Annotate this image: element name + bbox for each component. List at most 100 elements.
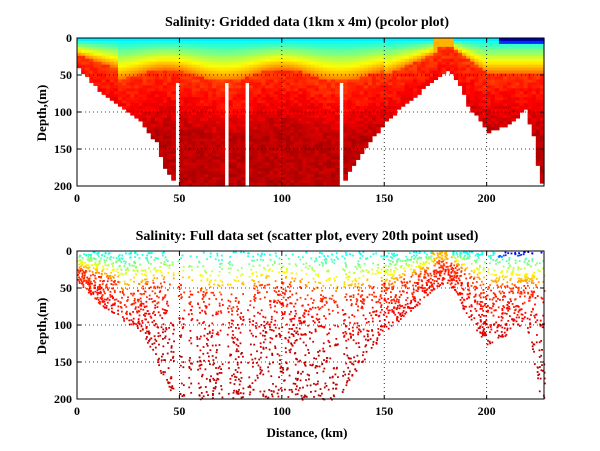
grid-cell (503, 91, 508, 95)
scatter-point (494, 259, 497, 262)
scatter-point (481, 253, 484, 256)
grid-cell (302, 162, 308, 166)
grid-cell (236, 156, 242, 160)
grid-cell (343, 38, 348, 42)
scatter-point (189, 329, 192, 332)
scatter-point (317, 354, 320, 357)
grid-cell (134, 100, 140, 104)
grid-cell (519, 79, 525, 83)
grid-cell (531, 82, 537, 86)
scatter-point (320, 325, 323, 328)
grid-cell (85, 43, 90, 48)
scatter-point (432, 260, 435, 263)
grid-cell (318, 177, 324, 181)
grid-cell (478, 106, 484, 110)
grid-cell (281, 144, 287, 149)
grid-cell (310, 114, 316, 119)
grid-cell (277, 82, 283, 86)
grid-cell (154, 106, 160, 110)
grid-cell (261, 132, 267, 137)
grid-cell (163, 138, 168, 143)
grid-cell (154, 138, 160, 143)
grid-cell (519, 43, 525, 48)
grid-cell (290, 58, 295, 63)
scatter-point (489, 262, 491, 265)
scatter-point (440, 266, 442, 269)
grid-cell (220, 183, 226, 187)
scatter-point (107, 308, 110, 311)
grid-cell (535, 58, 541, 63)
grid-cell (400, 100, 406, 104)
grid-cell (355, 55, 361, 60)
grid-cell (318, 141, 324, 146)
grid-cell (384, 73, 389, 78)
grid-cell (453, 49, 459, 54)
scatter-point (355, 303, 358, 306)
grid-cell (236, 120, 242, 125)
grid-cell (109, 52, 115, 57)
grid-cell (302, 52, 308, 57)
grid-cell (343, 114, 348, 119)
grid-cell (122, 85, 127, 89)
grid-cell (208, 174, 213, 178)
scatter-point (425, 257, 428, 260)
grid-cell (138, 46, 144, 51)
y-tick-label: 100 (54, 105, 72, 119)
grid-cell (109, 79, 115, 83)
grid-cell (470, 82, 475, 86)
grid-cell (429, 73, 434, 78)
grid-cell (408, 46, 414, 51)
grid-cell (273, 94, 279, 98)
grid-cell (318, 159, 324, 163)
scatter-point (94, 263, 96, 266)
scatter-point (464, 269, 466, 272)
grid-cell (216, 103, 221, 107)
grid-cell (343, 156, 348, 160)
grid-cell (191, 117, 197, 122)
scatter-point (430, 289, 433, 292)
grid-cell (363, 103, 369, 107)
grid-cell (183, 97, 189, 101)
grid-cell (158, 85, 164, 89)
scatter-point (410, 307, 413, 309)
grid-cell (126, 61, 131, 66)
grid-cell (314, 49, 320, 54)
grid-cell (339, 58, 344, 63)
grid-cell (449, 38, 455, 42)
grid-cell (503, 112, 508, 116)
grid-cell (482, 38, 488, 42)
grid-cell (503, 114, 508, 119)
grid-cell (326, 138, 332, 143)
grid-cell (117, 82, 123, 86)
grid-cell (154, 97, 160, 101)
scatter-point (397, 299, 400, 301)
grid-cell (212, 55, 217, 60)
scatter-point (391, 310, 394, 313)
grid-cell (244, 55, 250, 60)
grid-cell (330, 109, 336, 113)
grid-cell (203, 46, 209, 51)
grid-cell (277, 49, 283, 54)
grid-cell (457, 76, 463, 81)
grid-cell (417, 49, 422, 54)
grid-cell (359, 82, 365, 86)
scatter-point (204, 270, 207, 273)
scatter-point (264, 338, 267, 341)
grid-cell (322, 183, 328, 187)
scatter-point (212, 377, 215, 380)
grid-cell (81, 61, 86, 66)
grid-cell (531, 67, 537, 72)
grid-cell (175, 58, 181, 63)
grid-cell (290, 174, 295, 178)
grid-cell (441, 61, 447, 66)
scatter-point (259, 366, 262, 369)
scatter-point (316, 313, 319, 316)
grid-cell (482, 120, 488, 125)
grid-cell (281, 85, 287, 89)
grid-cell (351, 82, 357, 86)
scatter-point (136, 269, 139, 272)
scatter-point (341, 391, 344, 393)
grid-cell (117, 46, 123, 51)
scatter-point (413, 254, 415, 257)
grid-cell (240, 138, 246, 143)
